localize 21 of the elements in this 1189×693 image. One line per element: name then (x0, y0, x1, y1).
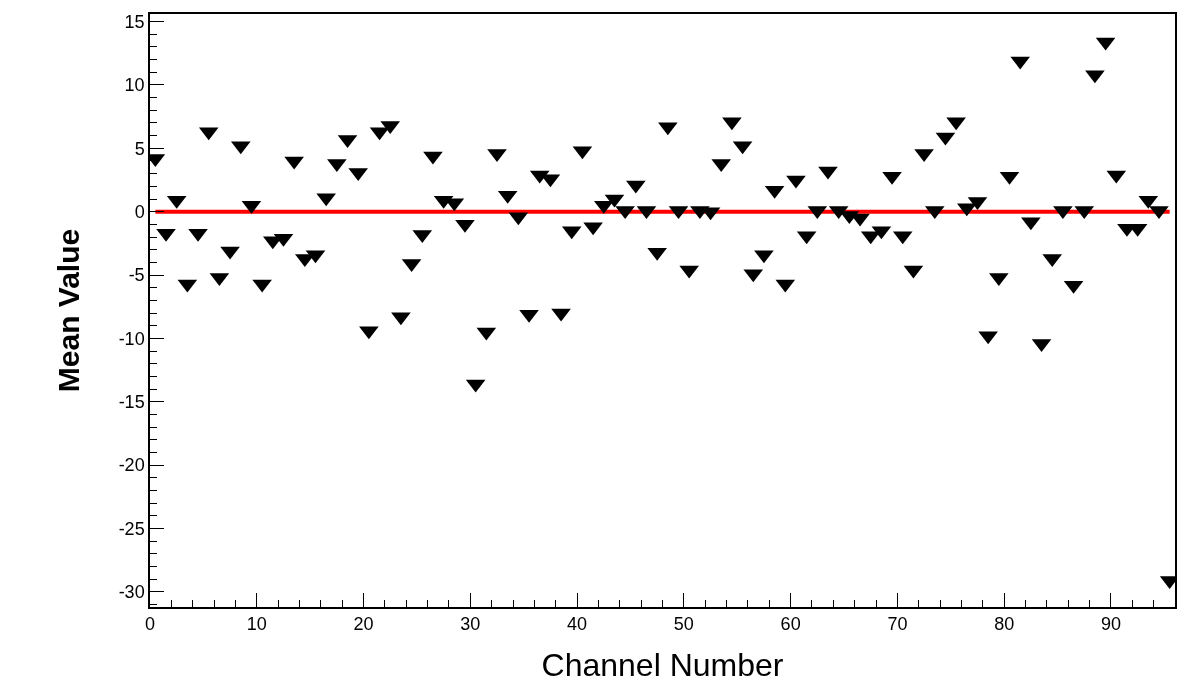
x-tick-label: 90 (1100, 614, 1121, 635)
y-tick-label: -5 (128, 265, 145, 286)
y-tick-label: 5 (134, 138, 145, 159)
y-tick-label: -10 (118, 328, 145, 349)
y-tick-label: -15 (118, 392, 145, 413)
y-axis-title: Mean Value (52, 228, 86, 393)
x-tick-label: 20 (353, 614, 374, 635)
y-tick-label: 10 (124, 75, 145, 96)
x-tick-label: 60 (780, 614, 801, 635)
y-tick-label: 15 (124, 11, 145, 32)
y-tick-label: -30 (118, 582, 145, 603)
x-tick-label: 10 (246, 614, 267, 635)
y-tick-label: -20 (118, 455, 145, 476)
y-tick-label: -25 (118, 518, 145, 539)
x-axis-title: Channel Number (541, 646, 784, 683)
x-tick-label: 70 (887, 614, 908, 635)
x-tick-label: 40 (567, 614, 588, 635)
x-tick-label: 30 (460, 614, 481, 635)
x-tick-label: 50 (673, 614, 694, 635)
x-tick-label: 80 (994, 614, 1015, 635)
y-tick-label: 0 (134, 201, 145, 222)
